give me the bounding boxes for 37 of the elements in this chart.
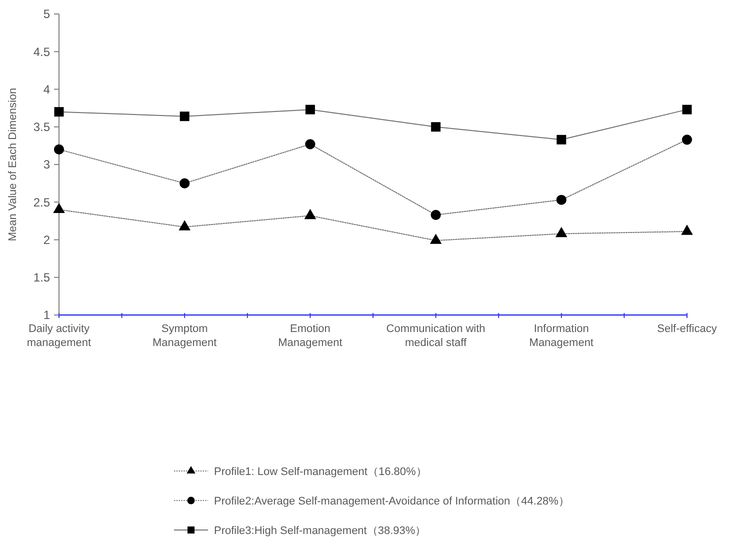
y-tick-label: 2	[43, 232, 50, 247]
point	[682, 104, 692, 114]
y-tick-label: 4.5	[33, 44, 50, 59]
point	[556, 134, 566, 144]
y-tick-label: 2.5	[33, 195, 50, 210]
point	[305, 139, 316, 150]
x-tick-label: Emotion Management	[278, 323, 342, 349]
point	[54, 107, 64, 117]
y-tick-label: 1.5	[33, 270, 50, 285]
y-tick-label: 5	[43, 7, 50, 22]
x-tick-label: Self-efficacy	[657, 323, 718, 335]
point	[53, 202, 65, 214]
point	[180, 112, 190, 122]
y-axis-title: Mean Value of Each Dimension	[7, 88, 19, 242]
x-tick-label: Daily activity management	[26, 323, 92, 349]
point	[556, 226, 568, 238]
point	[178, 220, 190, 230]
point	[54, 144, 64, 154]
y-tick-label: 1	[43, 308, 50, 322]
y-tick-label: 4	[43, 82, 50, 96]
point	[430, 234, 442, 244]
point	[430, 210, 441, 220]
point	[681, 224, 693, 235]
point	[431, 122, 441, 132]
point	[682, 134, 692, 145]
legend-label: Profile3:High Self-management（38.93%）	[214, 524, 426, 537]
y-tick-label: 3	[43, 158, 50, 172]
point	[304, 208, 316, 220]
legend-label: Profile1: Low Self-management（16.80%）	[214, 466, 427, 478]
point	[305, 104, 315, 114]
x-tick-label: Symptom Management	[152, 323, 217, 349]
point	[180, 178, 190, 188]
x-tick-label: Information Management	[529, 323, 594, 349]
x-tick-label: Communication with medical staff	[386, 323, 486, 349]
point	[556, 194, 566, 205]
y-tick-label: 3.5	[33, 120, 50, 134]
legend-label: Profile2:Average Self-management-Avoidance of Information（44.28%）	[214, 495, 570, 508]
